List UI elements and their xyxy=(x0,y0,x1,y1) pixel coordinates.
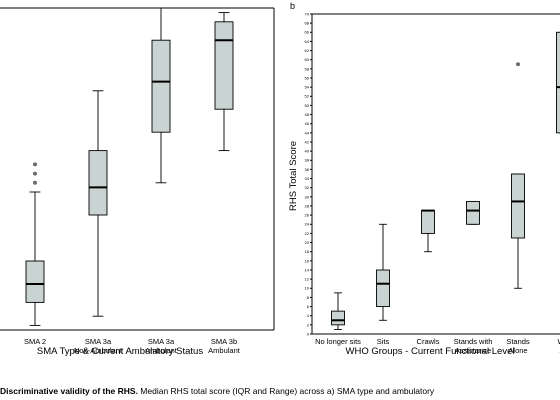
b-ytick-label: 12 xyxy=(305,277,310,282)
a-x-title: SMA Type & Current Ambulatory Status xyxy=(37,346,203,357)
b-x-title: WHO Groups - Current Functional Level xyxy=(346,346,515,357)
b-ytick-label: 64 xyxy=(305,39,310,44)
b-ytick-label: 22 xyxy=(305,231,310,236)
b-ytick-label: 38 xyxy=(305,158,310,163)
b-box-6 xyxy=(556,31,560,134)
iqr-box xyxy=(511,173,525,239)
b-category-label: Stands with Assistance xyxy=(454,337,493,355)
b-ytick-label: 36 xyxy=(305,167,310,172)
iqr-box xyxy=(466,200,480,225)
outlier-point xyxy=(33,162,37,167)
a-category-label: SMA 3a Ambulant xyxy=(145,337,178,355)
a-box-4 xyxy=(214,12,234,152)
b-ytick-label: 2 xyxy=(307,322,310,327)
b-ytick-label: 34 xyxy=(305,176,310,181)
iqr-box xyxy=(331,310,345,326)
outlier-point xyxy=(516,62,520,67)
b-category-label: Sits xyxy=(377,337,390,346)
iqr-box xyxy=(25,260,45,303)
b-ytick-label: 0 xyxy=(307,331,310,336)
b-box-5 xyxy=(511,62,525,289)
b-ytick-label: 14 xyxy=(305,267,310,272)
b-ytick-label: 70 xyxy=(305,11,310,16)
b-box-1 xyxy=(331,292,345,330)
b-ytick-label: 30 xyxy=(305,194,310,199)
a-box-3 xyxy=(151,7,171,184)
b-ytick-label: 42 xyxy=(305,139,310,144)
b-ytick-label: 50 xyxy=(305,103,310,108)
b-ytick-label: 52 xyxy=(305,94,310,99)
b-ytick-label: 48 xyxy=(305,112,310,117)
b-ytick-label: 58 xyxy=(305,66,310,71)
b-ytick-label: 28 xyxy=(305,203,310,208)
iqr-box xyxy=(151,39,171,133)
a-category-label: SMA 3b Ambulant xyxy=(208,337,241,355)
b-box-4 xyxy=(466,200,480,225)
b-ytick-label: 4 xyxy=(307,313,310,318)
b-category-label: Crawls xyxy=(417,337,440,346)
b-ytick-label: 10 xyxy=(305,286,310,291)
b-ytick-label: 20 xyxy=(305,240,310,245)
a-category-label: SMA 3a Non-Ambulant xyxy=(74,337,123,355)
iqr-box xyxy=(88,150,108,216)
a-box-2 xyxy=(88,90,108,317)
b-ytick-label: 24 xyxy=(305,222,310,227)
iqr-box xyxy=(421,210,435,234)
a-category-label: SMA 2 xyxy=(24,337,46,346)
b-ytick-label: 56 xyxy=(305,75,310,80)
caption-text: Median RHS total score (IQR and Range) a… xyxy=(137,386,435,396)
b-ytick-label: 68 xyxy=(305,21,310,26)
iqr-box xyxy=(214,21,234,110)
b-box-3 xyxy=(421,209,435,253)
b-category-label: No longer sits xyxy=(315,337,361,346)
iqr-box xyxy=(556,31,560,134)
b-ytick-label: 26 xyxy=(305,213,310,218)
b-ytick-label: 46 xyxy=(305,121,310,126)
iqr-box xyxy=(376,269,390,308)
b-ytick-label: 18 xyxy=(305,249,310,254)
b-ytick-label: 44 xyxy=(305,130,310,135)
figure-caption: Discriminative validity of the RHS. Medi… xyxy=(0,384,560,398)
outlier-point xyxy=(33,180,37,185)
b-ytick-label: 54 xyxy=(305,85,310,90)
b-ytick-label: 62 xyxy=(305,48,310,53)
b-category-label: Stands Alone xyxy=(506,337,530,355)
outlier-point xyxy=(33,171,37,176)
b-box-2 xyxy=(376,223,390,321)
b-y-title: RHS Total Score xyxy=(288,141,299,211)
b-ytick-label: 32 xyxy=(305,185,310,190)
b-ytick-label: 8 xyxy=(307,295,310,300)
caption-bold: Discriminative validity of the RHS. xyxy=(0,386,138,396)
b-ytick-label: 16 xyxy=(305,258,310,263)
b-ytick-label: 40 xyxy=(305,149,310,154)
panel-b-letter: b xyxy=(290,1,295,11)
panel-b-chart: 0246810121416182022242628303234363840424… xyxy=(288,11,560,357)
a-box-1 xyxy=(25,162,45,326)
b-ytick-label: 60 xyxy=(305,57,310,62)
b-ytick-label: 6 xyxy=(307,304,310,309)
b-ytick-label: 66 xyxy=(305,30,310,35)
